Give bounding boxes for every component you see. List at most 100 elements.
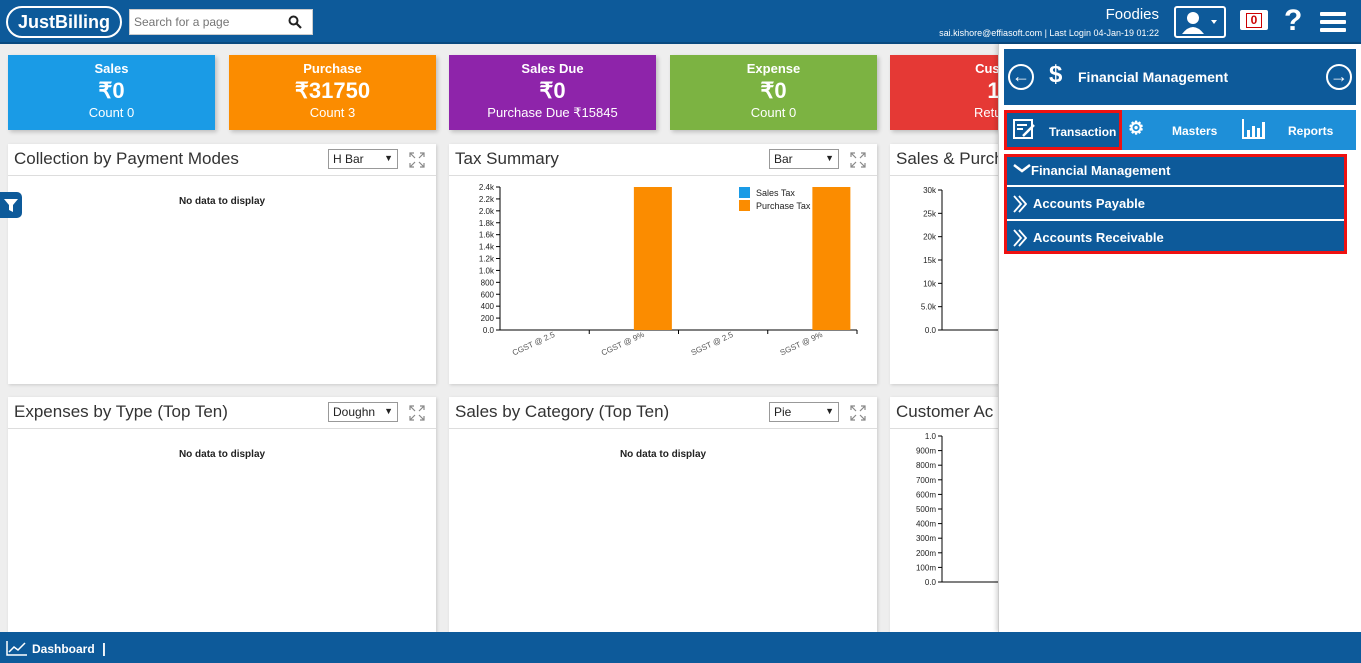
module-side-panel: ← $ Financial Management → Transaction ⚙…	[998, 44, 1361, 632]
panel-title: Tax Summary	[455, 149, 559, 168]
y-tick-label: 15k	[923, 256, 937, 265]
y-tick-label: 5.0k	[921, 303, 937, 312]
y-tick-label: 0.0	[925, 578, 937, 587]
x-tick-label: SGST @ 9%	[779, 330, 824, 357]
x-tick-label: SGST @ 2.5	[690, 330, 735, 358]
y-tick-label: 1.8k	[479, 219, 495, 228]
chart-type-select[interactable]: Bar ▼	[769, 149, 839, 169]
card-title: Sales Due	[521, 61, 584, 76]
y-tick-label: 10k	[923, 279, 937, 288]
sales-purchase-panel: Sales & Purch 0.0 5.0k 10k 15k 20k 25k 30k	[890, 144, 1010, 384]
user-icon	[1182, 12, 1217, 34]
chart-type-select[interactable]: Doughn ▼	[328, 402, 398, 422]
user-info: sai.kishore@effiasoft.com | Last Login 0…	[939, 28, 1159, 38]
legend-label: Sales Tax	[756, 188, 795, 198]
forward-arrow-icon[interactable]: →	[1326, 64, 1352, 90]
expenses-panel: Expenses by Type (Top Ten) Doughn ▼ No da…	[8, 397, 436, 633]
expand-icon[interactable]	[408, 404, 426, 422]
sales-card[interactable]: Sales ₹0 Count 0	[8, 55, 215, 130]
expense-card[interactable]: Expense ₹0 Count 0	[670, 55, 877, 130]
chart-type-select[interactable]: Pie ▼	[769, 402, 839, 422]
y-tick-label: 600	[481, 290, 495, 299]
separator: |	[102, 640, 106, 656]
card-value: ₹0	[98, 78, 125, 103]
tab-reports[interactable]: Reports	[1236, 110, 1354, 150]
edit-icon	[1013, 119, 1035, 139]
sales-due-card[interactable]: Sales Due ₹0 Purchase Due ₹15845	[449, 55, 656, 130]
y-tick-label: 2.0k	[479, 207, 495, 216]
chart-type-select[interactable]: H Bar ▼	[328, 149, 398, 169]
empty-message: No data to display	[178, 196, 266, 207]
panel-title: Sales & Purch	[896, 149, 1004, 168]
notification-button[interactable]: 0	[1240, 10, 1270, 34]
y-tick-label: 300m	[916, 534, 936, 543]
help-icon[interactable]: ?	[1284, 4, 1303, 37]
y-tick-label: 20k	[923, 233, 937, 242]
y-tick-label: 400m	[916, 520, 936, 529]
chevron-down-icon	[1013, 164, 1031, 173]
submenu-label: Accounts Payable	[1033, 196, 1145, 211]
y-tick-label: 900m	[916, 447, 936, 456]
y-tick-label: 800	[481, 278, 495, 287]
report-chart-icon	[1242, 119, 1265, 139]
sales-purchase-chart: 0.0 5.0k 10k 15k 20k 25k 30k	[921, 186, 1000, 335]
y-tick-label: 800m	[916, 461, 936, 470]
app-logo[interactable]: JustBilling	[6, 6, 123, 38]
tab-transaction[interactable]: Transaction	[1004, 110, 1122, 150]
card-title: Expense	[746, 61, 801, 76]
hamburger-menu-icon[interactable]	[1320, 12, 1346, 32]
sales-category-panel: Sales by Category (Top Ten) Pie ▼ No data…	[449, 397, 877, 633]
module-tabs: Transaction ⚙ Masters Reports	[1004, 110, 1356, 150]
legend-label: Purchase Tax	[756, 201, 811, 211]
chevron-right-icon	[1013, 229, 1027, 247]
tax-summary-panel: Tax Summary Bar ▼ 0.0 200 400 600 800 1.0k 1.2k…	[449, 144, 877, 384]
search-icon[interactable]	[288, 15, 302, 29]
card-title: Purchase	[303, 61, 362, 76]
top-bar: JustBilling Foodies sai.kishore@effiasof…	[0, 0, 1361, 44]
card-value: ₹0	[539, 78, 566, 103]
card-sub: Count 3	[309, 105, 356, 120]
x-tick-label: CGST @ 9%	[600, 330, 646, 358]
collection-panel: Collection by Payment Modes H Bar ▼ No da…	[8, 144, 436, 384]
submenu-accounts-receivable[interactable]: Accounts Receivable	[1007, 221, 1344, 251]
y-tick-label: 500m	[916, 505, 936, 514]
tab-label: Reports	[1288, 124, 1334, 138]
expand-icon[interactable]	[849, 151, 867, 169]
search-box[interactable]	[129, 9, 313, 35]
bar	[812, 187, 851, 330]
legend-swatch	[739, 187, 750, 198]
gears-icon: ⚙	[1128, 118, 1145, 138]
card-sub: Count 0	[750, 105, 797, 120]
back-arrow-icon[interactable]: ←	[1008, 64, 1034, 90]
chevron-right-icon	[1013, 195, 1027, 213]
filter-button[interactable]	[0, 192, 22, 218]
y-tick-label: 2.4k	[479, 183, 495, 192]
card-value: ₹31750	[294, 78, 371, 103]
y-tick-label: 400	[481, 302, 495, 311]
y-tick-label: 1.4k	[479, 243, 495, 252]
x-tick-label: CGST @ 2.5	[511, 330, 557, 358]
tab-masters[interactable]: ⚙ Masters	[1124, 110, 1234, 150]
filter-icon	[4, 199, 18, 212]
y-tick-label: 2.2k	[479, 195, 495, 204]
submenu-financial-management[interactable]: Financial Management	[1007, 157, 1344, 185]
bottom-bar: Dashboard |	[0, 632, 1361, 663]
dashboard-tab[interactable]: Dashboard	[32, 642, 95, 656]
expand-icon[interactable]	[849, 404, 867, 422]
y-tick-label: 1.2k	[479, 255, 495, 264]
y-tick-label: 25k	[923, 209, 937, 218]
y-tick-label: 700m	[916, 476, 936, 485]
submenu-label: Accounts Receivable	[1033, 230, 1164, 245]
submenu-accounts-payable[interactable]: Accounts Payable	[1007, 187, 1344, 219]
purchase-card[interactable]: Purchase ₹31750 Count 3	[229, 55, 436, 130]
search-input[interactable]	[130, 10, 280, 34]
empty-message: No data to display	[178, 449, 266, 460]
expand-icon[interactable]	[408, 151, 426, 169]
card-sub: Purchase Due ₹15845	[487, 105, 618, 120]
legend-swatch	[739, 200, 750, 211]
card-value: ₹0	[760, 78, 787, 103]
user-menu-button[interactable]	[1174, 6, 1226, 38]
y-tick-label: 0.0	[925, 326, 937, 335]
dollar-icon: $	[1049, 61, 1063, 88]
tax-summary-chart: 0.0 200 400 600 800 1.0k 1.2k 1.4k 1.6k 1.8k 2.0k 2…	[479, 183, 858, 358]
